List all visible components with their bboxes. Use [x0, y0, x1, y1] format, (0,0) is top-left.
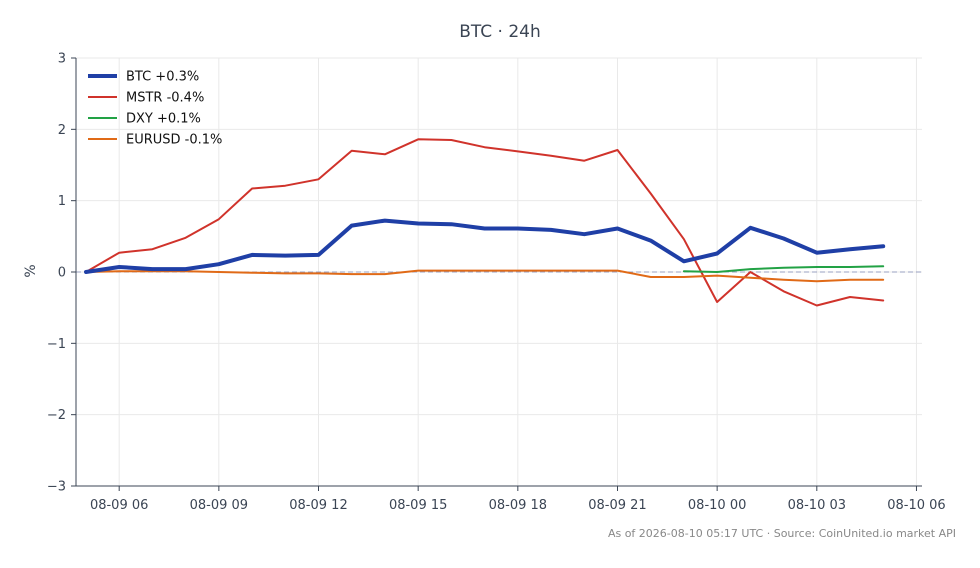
series-line-dxy — [682, 265, 885, 273]
x-tick-label: 08-09 06 — [90, 498, 148, 513]
x-tick-label: 08-09 18 — [489, 498, 547, 513]
legend: BTC +0.3% MSTR -0.4% DXY +0.1% EURUSD -0.1% — [88, 70, 222, 148]
footer-source-note: As of 2026-08-10 05:17 UTC · Source: Coi… — [608, 527, 956, 540]
x-tick-label: 08-09 15 — [389, 498, 447, 513]
legend-label-dxy: DXY +0.1% — [126, 112, 201, 127]
x-axis-ticks: 08-09 06 08-09 09 08-09 12 08-09 15 08-09 18… — [90, 486, 946, 513]
y-tick-label: 2 — [58, 123, 66, 138]
x-tick-label: 08-10 00 — [688, 498, 746, 513]
series-lines — [84, 138, 886, 307]
x-tick-label: 08-10 03 — [788, 498, 846, 513]
x-tick-label: 08-09 12 — [289, 498, 347, 513]
x-tick-label: 08-09 09 — [190, 498, 248, 513]
series-line-eurusd — [85, 269, 885, 283]
legend-label-mstr: MSTR -0.4% — [126, 91, 204, 106]
chart-title: BTC · 24h — [459, 22, 541, 42]
y-tick-label: −1 — [47, 337, 66, 352]
series-line-mstr — [85, 138, 885, 307]
y-tick-label: 1 — [58, 194, 66, 209]
y-axis-label: % — [23, 264, 39, 277]
legend-label-btc: BTC +0.3% — [126, 70, 199, 85]
x-tick-label: 08-10 06 — [887, 498, 945, 513]
y-tick-label: 0 — [58, 266, 66, 281]
y-tick-label: −2 — [47, 408, 66, 423]
series-line-btc — [84, 218, 886, 274]
legend-label-eurusd: EURUSD -0.1% — [126, 133, 222, 148]
y-tick-label: −3 — [47, 480, 66, 495]
y-tick-label: 3 — [58, 52, 66, 67]
x-tick-label: 08-09 21 — [588, 498, 646, 513]
y-axis-ticks: −3 −2 −1 0 1 2 3 — [47, 52, 76, 495]
